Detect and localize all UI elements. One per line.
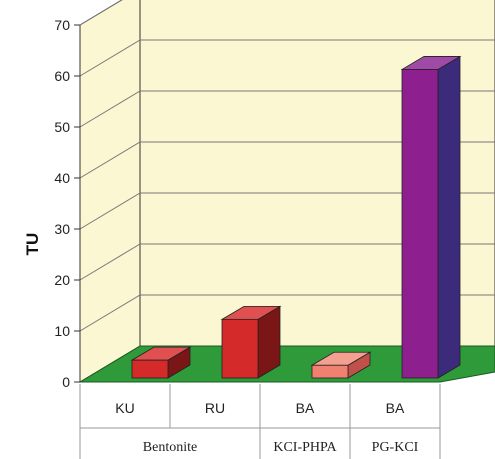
y-tick-label: 20 xyxy=(54,272,70,288)
y-tick-label: 0 xyxy=(62,374,70,390)
side-wall xyxy=(79,0,141,383)
bar xyxy=(220,305,282,379)
x-tick-label: BA xyxy=(386,400,405,416)
bar xyxy=(130,346,192,379)
group-label: KCI-PHPA xyxy=(273,440,337,455)
bar xyxy=(310,351,372,379)
x-tick-label: BA xyxy=(296,400,315,416)
labels: 0 10 20 30 40 50 60 70 KU RU BA BA Bentonite KCI-PHPA… xyxy=(54,17,418,455)
group-label: Bentonite xyxy=(143,440,197,455)
bar-front xyxy=(401,69,439,379)
axes xyxy=(74,24,441,459)
gridline xyxy=(79,0,123,26)
y-tick-label: 40 xyxy=(54,170,70,186)
y-axis-title: TU xyxy=(23,233,42,256)
gridline xyxy=(79,192,495,230)
x-tick-label: RU xyxy=(205,400,225,416)
y-tick-label: 50 xyxy=(54,119,70,135)
gridline xyxy=(79,294,495,332)
y-tick-label: 10 xyxy=(54,323,70,339)
bars xyxy=(130,55,462,379)
gridlines xyxy=(79,0,495,332)
y-tick-label: 30 xyxy=(54,221,70,237)
bar-front xyxy=(221,318,259,379)
gridline xyxy=(79,39,495,77)
bar-side xyxy=(437,55,461,379)
gridline xyxy=(79,243,495,281)
bar-front xyxy=(311,364,349,379)
group-label: PG-KCI xyxy=(372,440,419,455)
y-tick-label: 70 xyxy=(54,17,70,33)
x-tick-label: KU xyxy=(115,400,134,416)
gridline xyxy=(79,141,495,179)
y-tick-label: 60 xyxy=(54,68,70,84)
gridline xyxy=(79,90,495,128)
bar-front xyxy=(131,359,169,379)
bar xyxy=(400,55,462,379)
